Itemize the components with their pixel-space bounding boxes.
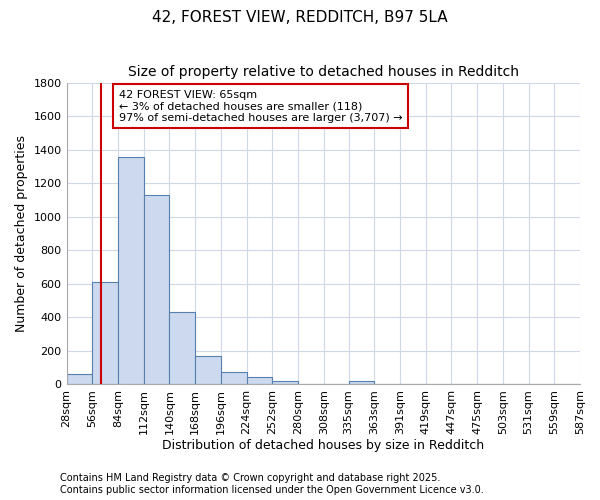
Bar: [272, 382, 298, 384]
Bar: [67, 374, 92, 384]
Bar: [118, 156, 143, 384]
Bar: [143, 195, 169, 384]
Text: Contains HM Land Registry data © Crown copyright and database right 2025.
Contai: Contains HM Land Registry data © Crown c…: [60, 474, 484, 495]
Bar: [195, 356, 221, 384]
X-axis label: Distribution of detached houses by size in Redditch: Distribution of detached houses by size …: [162, 440, 484, 452]
Bar: [92, 282, 118, 384]
Bar: [349, 382, 374, 384]
Bar: [247, 378, 272, 384]
Bar: [221, 372, 247, 384]
Y-axis label: Number of detached properties: Number of detached properties: [15, 135, 28, 332]
Text: 42 FOREST VIEW: 65sqm
← 3% of detached houses are smaller (118)
97% of semi-deta: 42 FOREST VIEW: 65sqm ← 3% of detached h…: [119, 90, 403, 123]
Text: 42, FOREST VIEW, REDDITCH, B97 5LA: 42, FOREST VIEW, REDDITCH, B97 5LA: [152, 10, 448, 25]
Title: Size of property relative to detached houses in Redditch: Size of property relative to detached ho…: [128, 65, 519, 79]
Bar: [169, 312, 195, 384]
